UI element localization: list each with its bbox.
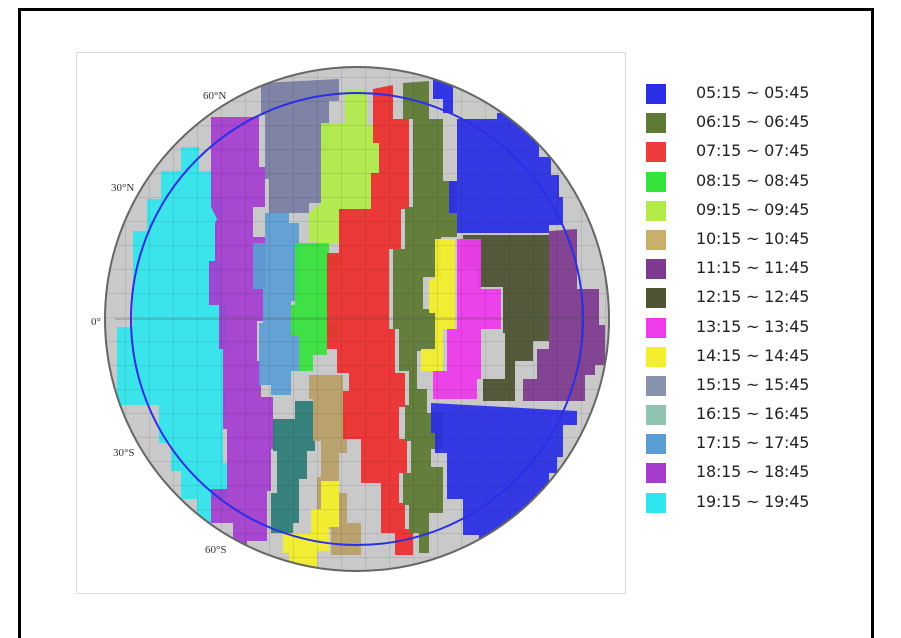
- legend-label: 17:15 ~ 17:45: [696, 433, 810, 453]
- globe-map-svg: 60°N 30°N 0° 30°S 60°S: [91, 66, 610, 572]
- legend-swatch: [646, 492, 666, 513]
- legend-item: 05:15 ~ 05:45: [646, 80, 846, 109]
- legend-item: 13:15 ~ 13:45: [646, 314, 846, 343]
- legend-item: 07:15 ~ 07:45: [646, 138, 846, 167]
- legend-label: 09:15 ~ 09:45: [696, 199, 810, 219]
- legend-label: 10:15 ~ 10:45: [696, 228, 810, 248]
- legend-label: 18:15 ~ 18:45: [696, 462, 810, 482]
- legend-swatch: [646, 288, 666, 309]
- legend-swatch: [646, 84, 666, 104]
- legend-item: 11:15 ~ 11:45: [646, 255, 846, 284]
- legend-label: 06:15 ~ 06:45: [696, 112, 810, 132]
- legend-label: 14:15 ~ 14:45: [696, 345, 810, 365]
- legend-swatch: [646, 463, 666, 484]
- legend-label: 12:15 ~ 12:45: [696, 287, 810, 307]
- lat-label-30s: 30°S: [113, 447, 135, 459]
- legend-swatch: [646, 405, 666, 426]
- lat-label-0: 0°: [91, 316, 101, 328]
- lat-label-60n: 60°N: [203, 90, 226, 102]
- legend-item: 08:15 ~ 08:45: [646, 168, 846, 197]
- legend-swatch: [646, 229, 666, 250]
- legend-swatch: [646, 171, 666, 192]
- legend-label: 05:15 ~ 05:45: [696, 83, 810, 102]
- legend-item: 15:15 ~ 15:45: [646, 372, 846, 401]
- legend-item: 12:15 ~ 12:45: [646, 284, 846, 313]
- legend-item: 17:15 ~ 17:45: [646, 430, 846, 459]
- legend-label: 08:15 ~ 08:45: [696, 170, 810, 190]
- legend-item: 19:15 ~ 19:45: [646, 489, 846, 518]
- legend-swatch: [646, 346, 666, 367]
- coverage-map: 60°N 30°N 0° 30°S 60°S: [76, 52, 626, 594]
- legend-swatch: [646, 259, 666, 280]
- legend-item: 06:15 ~ 06:45: [646, 109, 846, 138]
- legend-swatch: [646, 317, 666, 338]
- legend-swatch: [646, 113, 666, 134]
- legend-swatch: [646, 142, 666, 163]
- legend-label: 13:15 ~ 13:45: [696, 316, 810, 336]
- lat-label-30n: 30°N: [111, 182, 134, 194]
- legend-label: 19:15 ~ 19:45: [696, 491, 810, 511]
- legend-swatch: [646, 200, 666, 221]
- legend-item: 09:15 ~ 09:45: [646, 197, 846, 226]
- legend-label: 15:15 ~ 15:45: [696, 374, 810, 394]
- legend-item: 10:15 ~ 10:45: [646, 226, 846, 255]
- legend-swatch: [646, 434, 666, 455]
- legend-item: 16:15 ~ 16:45: [646, 401, 846, 430]
- lat-label-60s: 60°S: [205, 544, 227, 556]
- legend-item: 18:15 ~ 18:45: [646, 459, 846, 488]
- legend-label: 11:15 ~ 11:45: [696, 258, 810, 278]
- legend-label: 16:15 ~ 16:45: [696, 404, 810, 424]
- legend-swatch: [646, 375, 666, 396]
- globe-outline: [104, 66, 610, 572]
- coverage-swaths: [105, 67, 609, 571]
- legend-label: 07:15 ~ 07:45: [696, 141, 810, 161]
- legend-item: 14:15 ~ 14:45: [646, 343, 846, 372]
- legend: 05:15 ~ 05:45 06:15 ~ 06:45 07:15 ~ 07:4…: [646, 80, 846, 518]
